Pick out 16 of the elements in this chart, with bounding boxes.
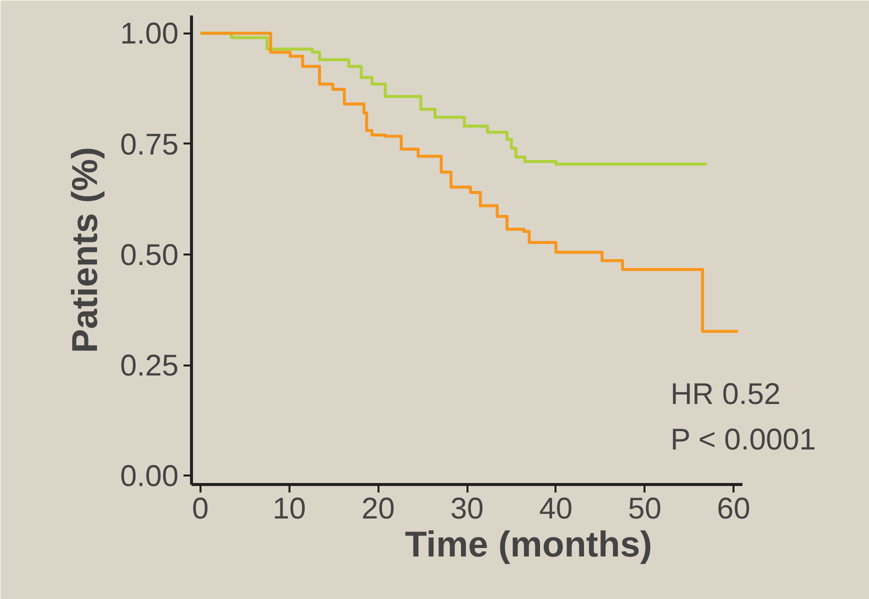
annotation: P < 0.0001 — [670, 423, 816, 456]
x-tick-label: 20 — [361, 492, 395, 526]
y-tick-label: 0.75 — [120, 128, 178, 162]
x-tick-label: 50 — [628, 492, 662, 526]
y-tick-label: 0.00 — [120, 460, 178, 494]
x-tick-label: 30 — [450, 492, 484, 526]
y-tick-label: 1.00 — [120, 18, 178, 51]
x-tick-label: 10 — [272, 492, 306, 526]
annotation: HR 0.52 — [670, 378, 781, 412]
y-tick-label: 0.50 — [120, 238, 178, 272]
x-tick-label: 40 — [539, 492, 573, 526]
x-axis-title: Time (months) — [404, 524, 652, 564]
x-tick-label: 0 — [192, 492, 209, 526]
y-axis-title: Patients (%) — [64, 146, 106, 354]
y-tick-label: 0.25 — [120, 350, 178, 383]
x-tick-label: 60 — [716, 492, 750, 526]
